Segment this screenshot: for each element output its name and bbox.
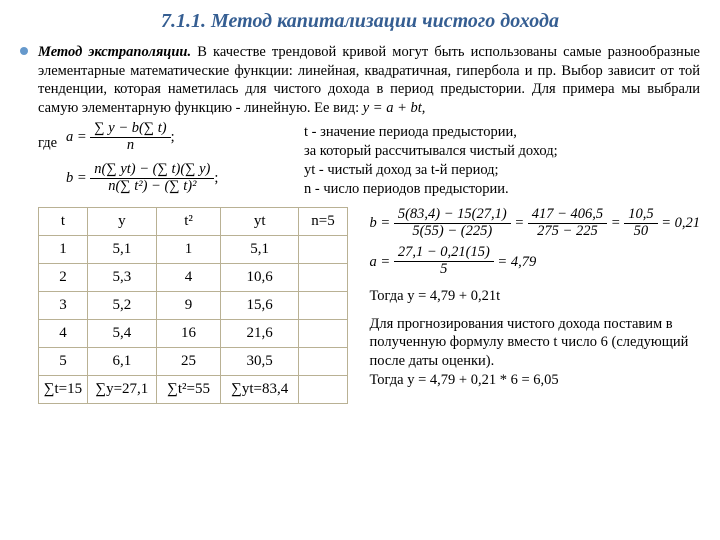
- th-t2: t²: [156, 207, 220, 235]
- th-y: y: [87, 207, 156, 235]
- data-table: t y t² yt n=5 15,115,1 25,3410,6 35,2915…: [38, 207, 348, 404]
- table-header-row: t y t² yt n=5: [39, 207, 348, 235]
- formula-b-frac: n(∑ yt) − (∑ t)(∑ y) n(∑ t²) − (∑ t)²: [90, 162, 214, 195]
- table-row: 15,115,1: [39, 235, 348, 263]
- table-row: 56,12530,5: [39, 347, 348, 375]
- forecast-desc-1: Для прогнозирования чистого дохода поста…: [370, 315, 700, 372]
- th-yt: yt: [221, 207, 299, 235]
- def-line-3: yt - чистый доход за t-й период;: [304, 161, 700, 180]
- def-line-4: n - число периодов предыстории.: [304, 180, 700, 199]
- formula-a-frac: ∑ y − b(∑ t) n: [90, 121, 170, 154]
- main-formula: y = a + bt,: [363, 100, 426, 116]
- th-n: n=5: [299, 207, 348, 235]
- formulas-column: a = ∑ y − b(∑ t) n ; b = n(∑ yt) − (∑ t)…: [66, 121, 296, 195]
- calc-b: b = 5(83,4) − 15(27,1)5(55) − (225) = 41…: [370, 207, 700, 240]
- bullet-icon: [20, 47, 28, 55]
- definitions: t - значение периода предыстории, за кот…: [296, 121, 700, 198]
- intro-paragraph: Метод экстраполяции. В качестве трендово…: [20, 43, 700, 117]
- then-line: Тогда y = 4,79 + 0,21t: [370, 286, 700, 306]
- method-lead: Метод экстраполяции.: [38, 44, 191, 60]
- table-row: 45,41621,6: [39, 319, 348, 347]
- right-column: b = 5(83,4) − 15(27,1)5(55) − (225) = 41…: [352, 207, 700, 390]
- table-row: 35,2915,6: [39, 291, 348, 319]
- table-row: 25,3410,6: [39, 263, 348, 291]
- forecast-desc-2: Тогда y = 4,79 + 0,21 * 6 = 6,05: [370, 371, 700, 390]
- section-title: 7.1.1. Метод капитализации чистого доход…: [20, 10, 700, 33]
- formula-b-lhs: b =: [66, 170, 87, 187]
- formula-a-lhs: a =: [66, 129, 87, 146]
- formula-b-tail: ;: [214, 170, 218, 187]
- where-label: где: [38, 121, 66, 152]
- calc-a: a = 27,1 − 0,21(15)5 = 4,79: [370, 245, 700, 278]
- def-line-1: t - значение периода предыстории,: [304, 123, 700, 142]
- table-sum-row: ∑t=15∑y=27,1∑t²=55∑yt=83,4: [39, 375, 348, 403]
- formula-a-tail: ;: [171, 129, 175, 146]
- th-t: t: [39, 207, 88, 235]
- def-line-2: за который рассчитывался чистый доход;: [304, 142, 700, 161]
